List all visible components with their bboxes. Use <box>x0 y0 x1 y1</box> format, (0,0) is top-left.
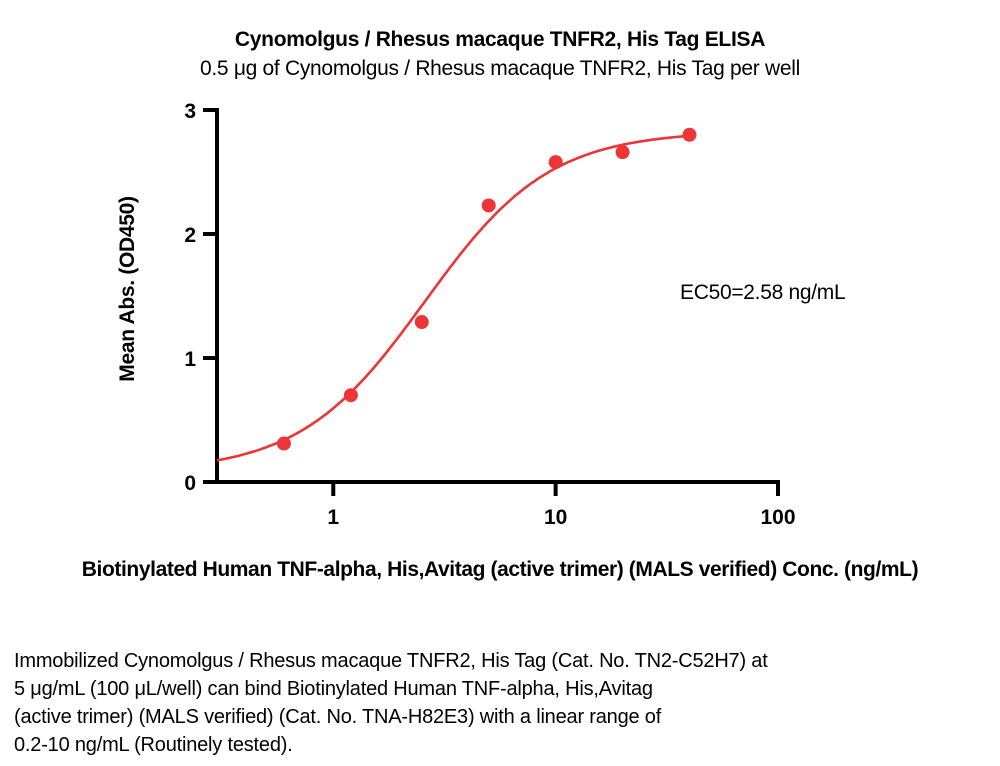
x-tick-label: 100 <box>760 506 795 529</box>
y-tick-label: 2 <box>184 224 196 247</box>
x-tick-label: 1 <box>327 506 339 529</box>
y-tick-label: 1 <box>184 348 196 371</box>
caption-line-1: Immobilized Cynomolgus / Rhesus macaque … <box>14 650 768 672</box>
data-point <box>414 315 429 330</box>
caption-line-2: 5 μg/mL (100 μL/well) can bind Biotinyla… <box>14 678 653 700</box>
data-point <box>615 145 630 160</box>
data-point <box>276 436 291 451</box>
caption: Immobilized Cynomolgus / Rhesus macaque … <box>14 647 768 759</box>
y-tick-label: 3 <box>184 100 196 123</box>
data-point <box>682 127 697 142</box>
caption-line-4: 0.2-10 ng/mL (Routinely tested). <box>14 734 293 756</box>
y-tick-label: 0 <box>184 472 196 495</box>
x-axis-label: Biotinylated Human TNF-alpha, His,Avitag… <box>81 558 919 581</box>
y-axis-label: Mean Abs. (OD450) <box>116 196 139 382</box>
chart-title: Cynomolgus / Rhesus macaque TNFR2, His T… <box>234 28 766 51</box>
chart-subtitle: 0.5 μg of Cynomolgus / Rhesus macaque TN… <box>200 57 800 80</box>
fit-curve <box>216 134 690 462</box>
x-tick-label: 10 <box>544 506 567 529</box>
ec50-annotation: EC50=2.58 ng/mL <box>680 281 846 304</box>
data-point <box>343 388 358 403</box>
caption-line-3: (active trimer) (MALS verified) (Cat. No… <box>14 706 662 728</box>
data-point <box>481 198 496 213</box>
data-point <box>548 155 563 170</box>
